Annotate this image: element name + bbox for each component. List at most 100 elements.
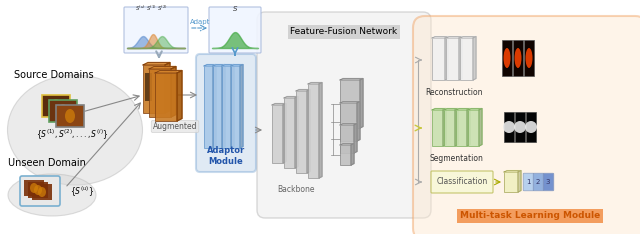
Polygon shape [295,96,298,168]
Ellipse shape [515,48,522,68]
Bar [340,80,360,128]
Polygon shape [143,62,170,65]
Text: $S^{(2)}$: $S^{(2)}$ [157,4,168,13]
Ellipse shape [58,104,68,118]
Text: $S^{(u)}$: $S^{(u)}$ [134,4,145,13]
FancyBboxPatch shape [533,173,544,191]
Circle shape [514,121,526,133]
Text: Unseen Domain: Unseen Domain [8,158,86,168]
Text: Augmented: Augmented [153,122,197,131]
Text: Adaptor
Module: Adaptor Module [207,146,245,166]
Bar [32,184,52,200]
Bar [145,73,152,101]
Bar [149,69,171,117]
FancyBboxPatch shape [196,54,256,172]
Bar [231,66,240,148]
Polygon shape [319,83,322,178]
Bar [340,103,357,141]
Bar [513,40,523,76]
Bar [502,40,512,76]
Polygon shape [456,109,470,110]
Polygon shape [445,37,448,80]
FancyBboxPatch shape [543,173,554,191]
Bar [340,145,351,165]
Bar [524,40,534,76]
Text: Feature-Fusion Network: Feature-Fusion Network [291,28,397,37]
Polygon shape [204,65,216,66]
Bar [515,112,525,142]
Bar [204,66,213,148]
Bar [284,98,295,168]
Polygon shape [165,62,170,113]
FancyBboxPatch shape [209,7,261,53]
Bar [526,112,536,142]
Polygon shape [504,171,521,172]
Bar [460,38,473,80]
Bar [468,110,479,146]
Text: Classification: Classification [436,178,488,186]
Polygon shape [443,109,446,146]
Bar [432,110,443,146]
Polygon shape [155,70,182,73]
Bar [155,73,177,121]
Bar [213,66,222,148]
Text: 1: 1 [525,179,531,185]
Polygon shape [455,109,458,146]
Bar [444,110,455,146]
Ellipse shape [38,187,46,197]
FancyBboxPatch shape [257,12,431,218]
Bar [143,65,165,113]
Polygon shape [231,65,234,148]
Text: Adapt: Adapt [190,19,210,25]
Polygon shape [231,65,243,66]
Bar [56,105,84,127]
Polygon shape [459,37,462,80]
Ellipse shape [34,185,42,195]
Text: Backbone: Backbone [277,185,315,194]
Polygon shape [468,109,482,110]
FancyBboxPatch shape [413,16,640,234]
Ellipse shape [30,183,38,193]
Polygon shape [340,78,363,80]
Text: $S$: $S$ [232,4,238,13]
Ellipse shape [51,99,61,113]
Text: $S^{(1)}$: $S^{(1)}$ [145,4,156,13]
Circle shape [503,121,515,133]
FancyBboxPatch shape [124,7,188,53]
Polygon shape [360,78,363,128]
Polygon shape [340,124,357,125]
Polygon shape [171,66,176,117]
Polygon shape [213,65,225,66]
Polygon shape [283,103,286,163]
Bar [340,125,354,153]
FancyBboxPatch shape [524,173,534,191]
Polygon shape [446,37,462,38]
Text: $\{S^{(u)}\}$: $\{S^{(u)}\}$ [70,185,94,199]
Circle shape [525,121,537,133]
Polygon shape [340,102,360,103]
Polygon shape [340,143,354,145]
Polygon shape [357,102,360,141]
Bar [446,38,459,80]
Text: Multi-task Learning Module: Multi-task Learning Module [460,212,600,220]
FancyBboxPatch shape [20,176,60,206]
Text: Source Domains: Source Domains [14,70,93,80]
Polygon shape [222,65,225,148]
Bar [49,100,77,122]
Polygon shape [149,66,176,69]
Polygon shape [444,109,458,110]
FancyBboxPatch shape [431,171,493,193]
Polygon shape [296,89,310,91]
Polygon shape [222,65,234,66]
Ellipse shape [65,109,75,123]
Polygon shape [479,109,482,146]
Text: Reconstruction: Reconstruction [425,88,483,97]
Ellipse shape [8,75,143,185]
Bar [308,84,319,178]
Text: 2: 2 [536,179,540,185]
Polygon shape [467,109,470,146]
Bar [432,38,445,80]
Polygon shape [354,124,357,153]
Polygon shape [473,37,476,80]
Text: Segmentation: Segmentation [429,154,483,163]
